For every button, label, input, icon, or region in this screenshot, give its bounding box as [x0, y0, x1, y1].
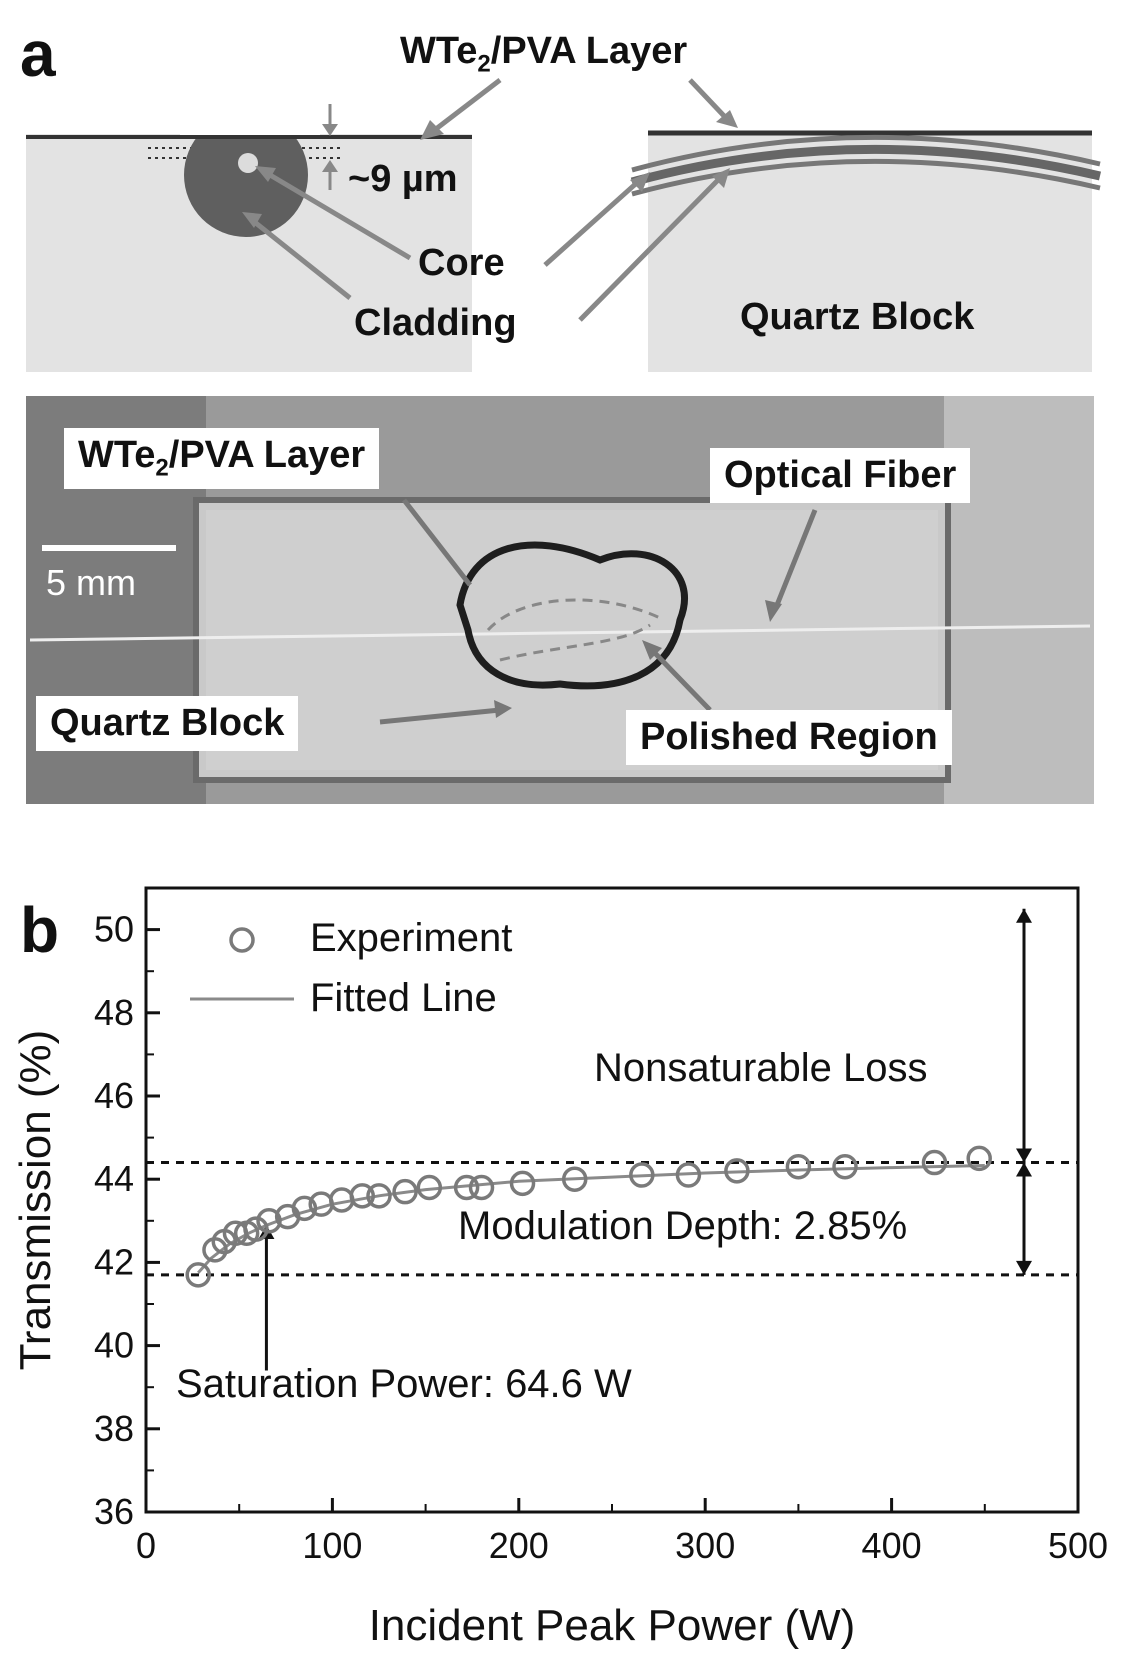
x-tick-label: 500 [1048, 1525, 1108, 1566]
y-tick-label: 44 [94, 1158, 134, 1199]
experiment-point [724, 1158, 750, 1184]
y-tick-label: 50 [94, 909, 134, 950]
scale-bar-label: 5 mm [46, 562, 136, 603]
schematic-block-label: Quartz Block [740, 296, 975, 338]
optical-fiber-line [29, 624, 1091, 642]
nonsaturable-loss-label: Nonsaturable Loss [594, 1046, 928, 1090]
y-tick-label: 38 [94, 1408, 134, 1449]
y-tick-label: 48 [94, 992, 134, 1033]
modulation-depth-label: Modulation Depth: 2.85% [458, 1204, 908, 1248]
plot-frame [144, 886, 1080, 1514]
photo-block-label: Quartz Block [36, 696, 299, 751]
panel-b-letter: b [20, 894, 60, 966]
experiment-point [291, 1195, 318, 1222]
legend-fit-label: Fitted Line [310, 976, 497, 1020]
experiment-point [392, 1178, 418, 1205]
arrowhead [1016, 1162, 1032, 1177]
legend-experiment-marker [229, 927, 255, 953]
thickness-label: ~9 µm [348, 158, 458, 200]
experiment-point [832, 1153, 858, 1180]
y-tick-label: 40 [94, 1325, 134, 1366]
polished-region-label: Polished Region [626, 710, 952, 765]
experiment-point [785, 1153, 812, 1180]
experiment-point [468, 1174, 495, 1201]
legend-experiment-label: Experiment [310, 916, 513, 960]
x-tick-label: 100 [302, 1525, 362, 1566]
photo-layer-label: WTe2/PVA Layer [64, 428, 380, 489]
experiment-point [509, 1170, 536, 1197]
experiment-point [416, 1174, 443, 1201]
core-label: Core [418, 242, 505, 284]
x-axis-label: Incident Peak Power (W) [369, 1601, 856, 1650]
schematic-layer-label: WTe2/PVA Layer [400, 30, 688, 78]
cladding-shape [184, 113, 308, 237]
arrowhead [1016, 1148, 1032, 1163]
experiment-point [256, 1208, 282, 1234]
experiment-point [185, 1262, 211, 1288]
experiment-point [921, 1149, 948, 1176]
arrowhead [1016, 1260, 1032, 1275]
y-tick-label: 42 [94, 1241, 134, 1282]
saturation-power-label: Saturation Power: 64.6 W [176, 1362, 632, 1406]
experiment-point [629, 1162, 655, 1188]
panel-a-letter: a [20, 18, 56, 90]
experiment-point [561, 1166, 588, 1192]
cladding-label: Cladding [354, 302, 517, 344]
experiment-point [243, 1216, 269, 1242]
arrowhead [1016, 908, 1032, 923]
experiment-point [453, 1174, 480, 1201]
y-axis-label: Transmission (%) [11, 1030, 60, 1371]
y-tick-label: 36 [94, 1491, 134, 1532]
experiment-point [366, 1183, 392, 1209]
polished-region-outline [456, 541, 688, 690]
experiment-point [349, 1183, 375, 1209]
x-tick-label: 400 [862, 1525, 922, 1566]
x-tick-label: 200 [489, 1525, 549, 1566]
x-tick-label: 300 [675, 1525, 735, 1566]
optical-fiber-label: Optical Fiber [710, 448, 971, 503]
experiment-point [675, 1162, 702, 1188]
y-tick-label: 46 [94, 1075, 134, 1116]
core-shape [238, 153, 258, 173]
x-tick-label: 0 [136, 1525, 156, 1566]
experiment-point [966, 1145, 992, 1172]
